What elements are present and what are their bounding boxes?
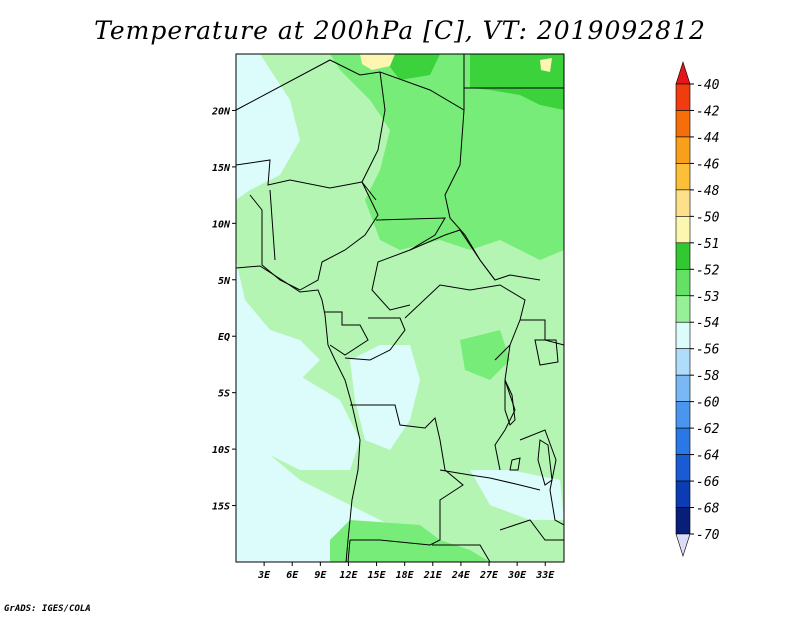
colorbar-label: -40 [696,78,720,93]
colorbar-swatch [675,268,691,297]
colorbar-swatch [675,242,691,270]
colorbar-label: -48 [696,184,720,199]
border-car [409,229,541,281]
lat-tick-label: 10S [212,445,230,456]
band-54-southeast [470,470,564,520]
lon-tick-label: 27E [479,570,499,581]
colorbar-swatch [675,163,691,191]
lon-tick-label: 6E [286,570,299,581]
colorbar-label: -56 [696,343,720,358]
lon-tick-label: 15E [368,570,387,581]
border-wafrica-1 [236,159,363,189]
map-frame [235,53,565,563]
colorbar-label: -64 [696,449,719,464]
country-borders [236,54,564,562]
border-drc-east [494,344,516,471]
border-east-2 [519,429,564,526]
lat-tick-label: 5S [218,389,230,400]
border-drc-north [404,284,526,361]
colorbar-swatch [675,189,691,217]
border-gabon [325,311,369,356]
colorbar-label: -42 [696,104,720,119]
lon-tick-label: 3E [257,570,271,581]
colorbar-swatch [675,480,691,508]
colorbar-label: -44 [696,131,719,146]
colorbar-swatch [675,321,691,350]
lat-tick-label: 15N [212,163,231,174]
colorbar-swatch [675,401,691,429]
colorbar-swatch [675,136,691,164]
border-angola [350,404,464,546]
lon-tick-label: 12E [339,570,358,581]
latitude-axis: 20N 15N 10N 5N EQ 5S 10S 15S [211,106,236,513]
coastline-west [236,265,361,562]
colorbar-label: -54 [696,316,719,331]
colorbar-swatch [675,374,691,402]
colorbar: -40 -42 -44 -46 -48 -50 -51 -52 -53 -54 -56 -58 -60 -… [675,61,720,557]
border-east-1 [520,319,564,346]
colorbar-swatch [675,507,691,535]
colorbar-label: -53 [696,290,719,305]
border-south-1 [432,544,491,562]
band-52-east [460,330,510,380]
colorbar-swatch [675,427,691,455]
colorbar-top-arrow [675,61,691,85]
colorbar-label: -46 [696,157,720,172]
border-mali-niger [361,71,386,201]
border-cameroon [371,217,446,311]
lat-tick-label: EQ [218,332,230,343]
colorbar-swatch [675,295,691,323]
border-south-3 [347,539,351,562]
colorbar-label: -62 [696,422,720,437]
footer-credit: GrADS: IGES/COLA [4,604,91,614]
colorbar-label: -50 [696,210,720,225]
lake-victoria [534,339,559,366]
border-nigeria [299,181,379,291]
colorbar-label: -51 [696,237,719,252]
lake-tanganyika [504,379,516,426]
lat-tick-label: 5N [218,276,231,287]
colorbar-swatch [675,83,691,111]
lon-tick-label: 9E [314,570,327,581]
colorbar-swatch [675,454,691,482]
border-wafrica-3 [269,189,276,261]
colorbar-label: -58 [696,369,720,384]
band-50-patch-2 [540,58,552,72]
lon-tick-label: 30E [507,570,527,581]
lat-tick-label: 10N [212,219,231,230]
lake-mweru [509,457,521,471]
colorbar-label: -60 [696,396,720,411]
border-congo [344,317,406,361]
lon-tick-label: 24E [451,570,471,581]
lon-tick-label: 18E [396,570,415,581]
band-54-west [236,54,300,200]
lat-tick-label: 20N [211,106,231,117]
border-south-2 [499,519,564,541]
lake-malawi [537,439,553,486]
border-angola-zam [439,469,541,491]
band-51-northeast [470,54,564,110]
colorbar-swatch [675,216,691,244]
colorbar-label: -66 [696,475,720,490]
colorbar-label: -68 [696,502,720,517]
colorbar-swatch [675,110,691,138]
band-54-central [350,345,420,450]
band-54-southwest [236,360,360,470]
lon-tick-label: 21E [423,570,443,581]
band-52-north [330,54,564,260]
map-title: Temperature at 200hPa [C], VT: 201909281… [94,16,706,45]
band-52-south [330,520,490,562]
lon-tick-label: 33E [535,570,555,581]
colorbar-label: -70 [696,528,720,543]
band-50-patch [360,54,395,70]
longitude-axis: 3E 6E 9E 12E 15E 18E 21E 24E 27E 30E 33E [257,562,555,581]
colorbar-label: -52 [696,263,720,278]
lat-tick-label: 15S [212,502,230,513]
band-51-north [380,54,440,80]
colorbar-bottom-arrow [675,533,691,557]
colorbar-swatch [675,348,691,376]
